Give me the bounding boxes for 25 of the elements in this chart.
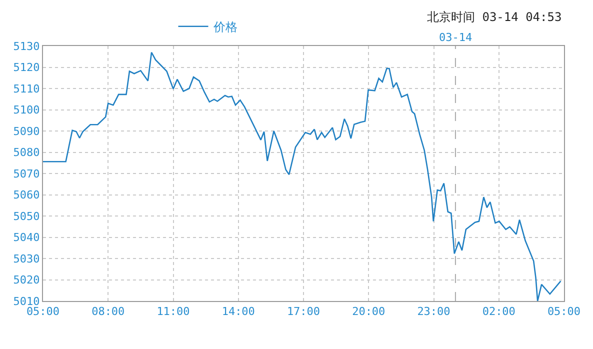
y-tick-label: 5020 bbox=[13, 274, 40, 287]
x-tick-label: 02:00 bbox=[482, 305, 516, 318]
y-tick-label: 5060 bbox=[13, 188, 40, 202]
x-tick-label: 17:00 bbox=[286, 305, 320, 318]
y-tick-label: 5010 bbox=[13, 294, 40, 308]
x-tick-label: 14:00 bbox=[222, 305, 255, 318]
y-tick-label: 5100 bbox=[13, 104, 40, 117]
y-tick-label: 5090 bbox=[13, 124, 40, 138]
legend-label: 价格 bbox=[212, 20, 238, 34]
y-tick-label: 5130 bbox=[13, 40, 40, 53]
y-tick-label: 5080 bbox=[13, 146, 40, 160]
x-tick-label: 05:00 bbox=[26, 305, 60, 318]
y-tick-label: 5110 bbox=[13, 82, 40, 96]
x-tick-label: 11:00 bbox=[156, 305, 190, 318]
x-tick-label: 05:00 bbox=[547, 305, 581, 318]
y-tick-label: 5070 bbox=[13, 167, 40, 180]
x-tick-label: 23:00 bbox=[417, 305, 450, 318]
text: 北京时间 03-14 04:53 bbox=[427, 10, 562, 24]
x-tick-label: 08:00 bbox=[92, 305, 125, 318]
y-tick-label: 5040 bbox=[13, 231, 40, 244]
y-tick-label: 5030 bbox=[13, 252, 40, 266]
ref-line-label: 03-14 bbox=[439, 31, 472, 44]
x-tick-label: 20:00 bbox=[352, 305, 386, 318]
y-tick-label: 5050 bbox=[13, 210, 40, 223]
y-tick-label: 5120 bbox=[13, 61, 40, 74]
